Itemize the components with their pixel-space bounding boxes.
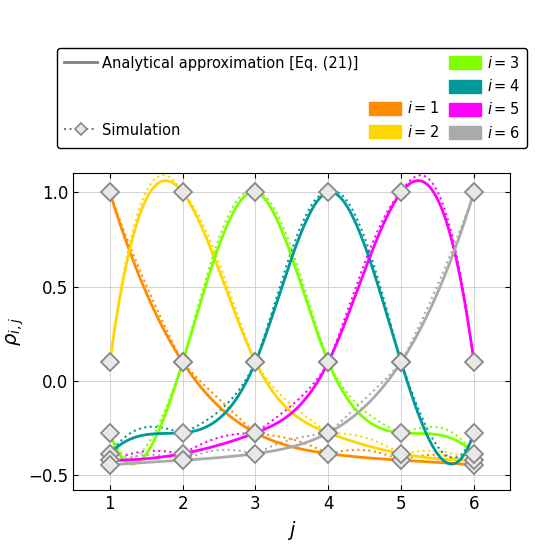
Y-axis label: $\rho_{i,j}$: $\rho_{i,j}$ <box>4 317 26 346</box>
X-axis label: $j$: $j$ <box>287 519 296 542</box>
Legend: Analytical approximation [Eq. (21)], , , Simulation, , , $i = 1$, $i = 2$, $i = : Analytical approximation [Eq. (21)], , ,… <box>57 48 526 148</box>
